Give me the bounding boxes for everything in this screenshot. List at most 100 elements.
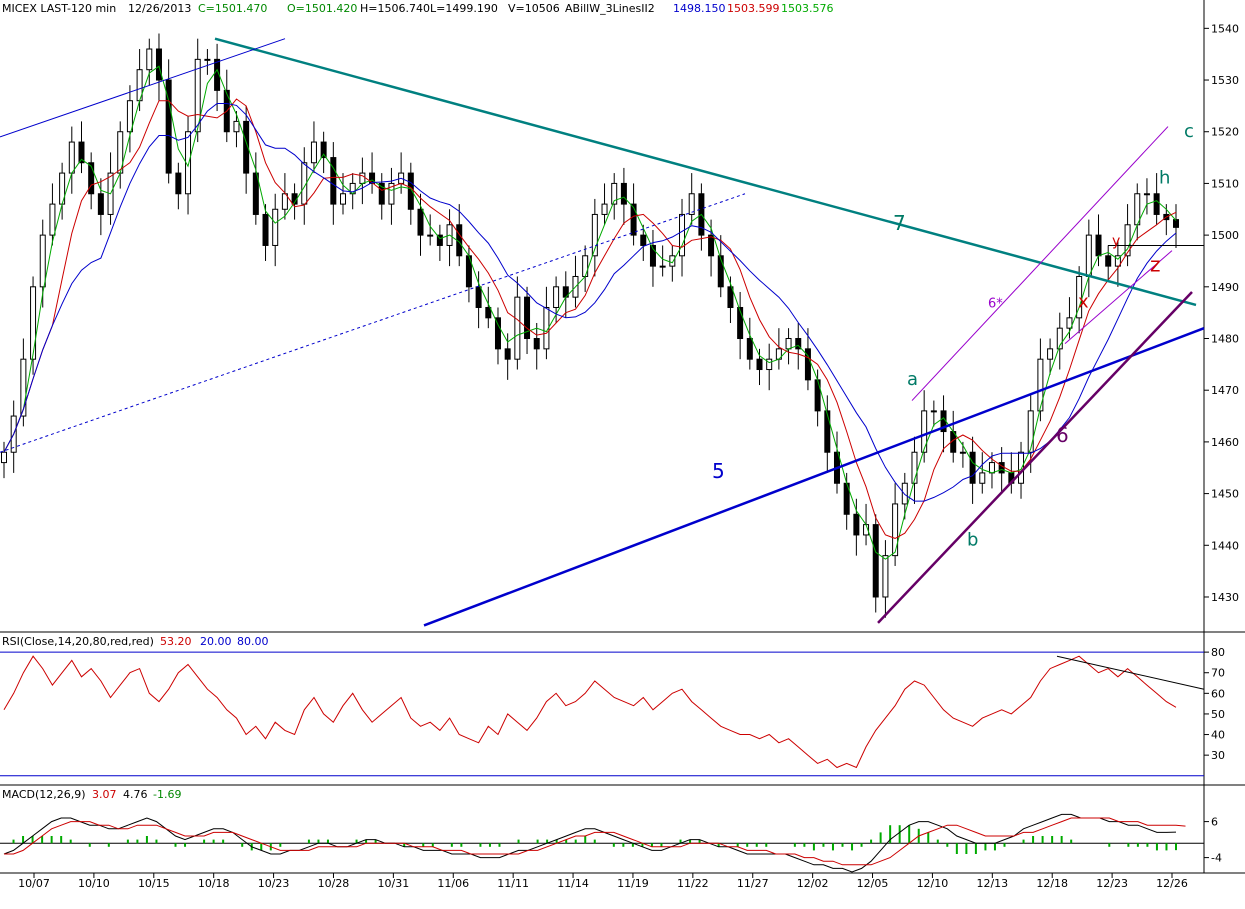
annotation-label: 7	[893, 211, 906, 235]
x-tick-label: 12/10	[917, 877, 949, 890]
candle-body	[175, 172, 182, 195]
macd-v2: 4.76	[123, 788, 148, 801]
candle-body	[1018, 451, 1025, 484]
candle-body	[1153, 193, 1160, 215]
annotation-label: x	[1078, 291, 1089, 312]
candle-body	[727, 286, 734, 308]
header-high: H=1506.740	[360, 2, 430, 15]
candle-body	[252, 172, 259, 215]
candle-body	[388, 182, 395, 205]
annotation-label: 5	[712, 459, 725, 483]
x-tick-label: 12/05	[857, 877, 889, 890]
candle-body	[1114, 255, 1121, 267]
candle-body	[640, 234, 647, 246]
price-tick-label: 1460	[1211, 436, 1239, 449]
candle-body	[155, 48, 162, 81]
candle-body	[649, 244, 656, 267]
x-tick-label: 12/18	[1036, 877, 1068, 890]
macd-panel	[0, 813, 1204, 873]
candle-body	[97, 193, 104, 215]
candle-body	[30, 286, 37, 360]
macd-tick-label: -4	[1211, 852, 1222, 865]
candle-body	[824, 410, 831, 453]
candle-body	[872, 524, 879, 598]
candle-body	[611, 182, 618, 205]
candle-body	[543, 306, 550, 350]
header-ind-v3: 1503.576	[781, 2, 834, 15]
x-tick-label: 11/06	[437, 877, 469, 890]
x-tick-label: 10/10	[78, 877, 110, 890]
candle-body	[165, 79, 172, 174]
x-tick-label: 10/31	[378, 877, 410, 890]
rsi-line	[3, 655, 1177, 769]
candle-body	[708, 234, 715, 257]
candle-body	[979, 472, 986, 484]
candle-body	[262, 213, 269, 246]
rsi-tick-label: 50	[1211, 708, 1225, 721]
candle-body	[39, 234, 46, 288]
header-date: 12/26/2013	[128, 2, 191, 15]
candle-body	[417, 208, 424, 236]
candle-body	[737, 306, 744, 340]
x-tick-label: 10/23	[258, 877, 290, 890]
annotation-label: 6*	[988, 296, 1003, 311]
candle-body	[68, 141, 75, 174]
candle-body	[359, 172, 366, 184]
channel-6star-lower	[1064, 250, 1173, 345]
candle-body	[1047, 348, 1054, 360]
price-tick-label: 1510	[1211, 177, 1239, 190]
candle-body	[659, 265, 666, 268]
candle-body	[340, 193, 347, 205]
rsi-tick-label: 60	[1211, 687, 1225, 700]
candle-body	[930, 410, 937, 413]
annotation-label: 6	[1056, 423, 1069, 447]
candle-body	[688, 193, 695, 215]
rsi-tick-label: 40	[1211, 729, 1225, 742]
candle-body	[969, 451, 976, 484]
price-tick-label: 1540	[1211, 22, 1239, 35]
x-tick-label: 11/11	[497, 877, 529, 890]
header-close: C=1501.470	[198, 2, 267, 15]
candle-body	[601, 203, 608, 215]
trendline-5	[423, 327, 1205, 627]
candle-body	[533, 338, 540, 350]
rsi-lower: 20.00	[200, 635, 232, 648]
candle-body	[766, 358, 773, 371]
rsi-panel	[0, 651, 1205, 777]
header-open: O=1501.420	[287, 2, 357, 15]
header-ind-v1: 1498.150	[673, 2, 726, 15]
x-tick-label: 10/18	[198, 877, 230, 890]
candle-body	[330, 157, 337, 205]
trendline-7	[214, 37, 1197, 307]
candle-body	[514, 296, 521, 360]
candle-body	[320, 141, 327, 159]
candle-body	[436, 234, 443, 246]
price-tick-label: 1480	[1211, 333, 1239, 346]
x-tick-label: 10/28	[318, 877, 350, 890]
macd-v1: 3.07	[92, 788, 117, 801]
annotation-label: c	[1184, 121, 1194, 142]
candle-body	[591, 213, 598, 257]
annotation-label: a	[907, 369, 918, 390]
candle-body	[310, 141, 317, 164]
candle-body	[1037, 358, 1044, 412]
candle-body	[233, 120, 240, 133]
candle-body	[1027, 410, 1034, 453]
rsi-trendline	[1056, 655, 1205, 690]
candle-body	[669, 255, 676, 267]
rsi-tick-label: 70	[1211, 667, 1225, 680]
annotation-label: b	[967, 529, 978, 550]
candle-body	[49, 203, 56, 236]
macd-v3: -1.69	[153, 788, 181, 801]
price-tick-label: 1440	[1211, 539, 1239, 552]
candle-body	[494, 317, 501, 350]
candle-body	[524, 296, 531, 340]
candle-body	[20, 358, 27, 417]
price-tick-label: 1430	[1211, 591, 1239, 604]
candle-body	[126, 100, 133, 133]
channel-upper	[0, 38, 286, 138]
rsi-tick-label: 80	[1211, 646, 1225, 659]
candle-body	[88, 162, 95, 195]
x-tick-label: 10/15	[138, 877, 170, 890]
